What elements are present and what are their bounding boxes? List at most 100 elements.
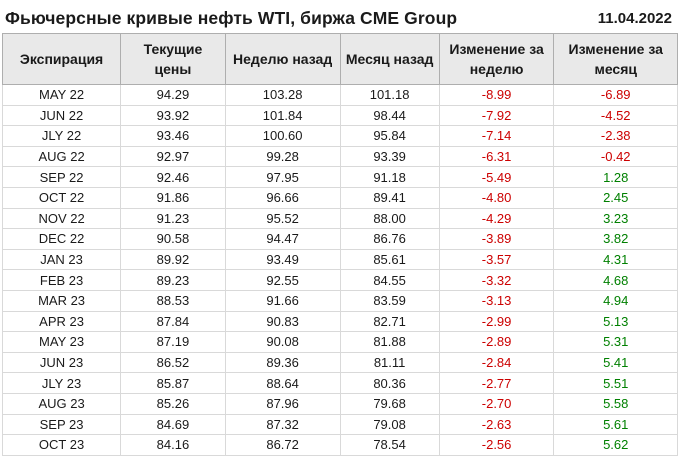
cell-expiration: MAY 23 [1, 331, 122, 353]
cell-current-price: 89.92 [120, 248, 226, 271]
table-row: SEP 22 92.46 97.95 91.18 -5.49 1.28 [1, 166, 678, 188]
column-header-change-month: Изменение за месяц [553, 33, 678, 85]
cell-month-ago: 98.44 [339, 104, 440, 127]
cell-week-ago: 97.95 [224, 166, 341, 188]
table-row: MAR 23 88.53 91.66 83.59 -3.13 4.94 [1, 289, 678, 312]
table-row: APR 23 87.84 90.83 82.71 -2.99 5.13 [1, 310, 678, 333]
cell-change-week: -3.13 [438, 289, 555, 312]
cell-week-ago: 93.49 [224, 248, 341, 271]
cell-week-ago: 91.66 [224, 289, 341, 312]
cell-month-ago: 95.84 [339, 125, 440, 147]
cell-current-price: 87.84 [120, 310, 226, 333]
cell-month-ago: 86.76 [339, 228, 440, 250]
table-body: MAY 22 94.29 103.28 101.18 -8.99 -6.89 JUN 22 9… [1, 84, 678, 456]
cell-current-price: 85.87 [120, 372, 226, 394]
cell-expiration: JLY 23 [1, 372, 122, 394]
cell-week-ago: 103.28 [224, 84, 341, 106]
cell-current-price: 93.46 [120, 125, 226, 147]
table-row: OCT 22 91.86 96.66 89.41 -4.80 2.45 [1, 186, 678, 209]
cell-week-ago: 89.36 [224, 351, 341, 374]
cell-expiration: JUN 23 [1, 351, 122, 374]
cell-month-ago: 85.61 [339, 248, 440, 271]
cell-current-price: 84.69 [120, 413, 226, 436]
cell-change-week: -6.31 [438, 145, 555, 168]
cell-change-week: -4.80 [438, 186, 555, 209]
cell-week-ago: 90.83 [224, 310, 341, 333]
cell-change-month: -2.38 [553, 125, 678, 147]
cell-month-ago: 89.41 [339, 186, 440, 209]
cell-expiration: MAR 23 [1, 289, 122, 312]
cell-current-price: 87.19 [120, 331, 226, 353]
cell-month-ago: 101.18 [339, 84, 440, 106]
cell-change-week: -8.99 [438, 84, 555, 106]
cell-current-price: 85.26 [120, 392, 226, 415]
cell-month-ago: 80.36 [339, 372, 440, 394]
cell-change-month: -0.42 [553, 145, 678, 168]
cell-change-week: -4.29 [438, 207, 555, 230]
table-header: Экспирация Текущие цены Неделю назад Мес… [1, 33, 678, 85]
cell-current-price: 92.46 [120, 166, 226, 188]
cell-change-month: 5.51 [553, 372, 678, 394]
cell-change-month: 5.62 [553, 434, 678, 456]
cell-month-ago: 81.11 [339, 351, 440, 374]
cell-change-week: -3.89 [438, 228, 555, 250]
cell-expiration: OCT 22 [1, 186, 122, 209]
page-title: Фьючерсные кривые нефть WTI, биржа CME G… [5, 8, 458, 28]
cell-change-week: -7.92 [438, 104, 555, 127]
cell-current-price: 91.86 [120, 186, 226, 209]
cell-month-ago: 93.39 [339, 145, 440, 168]
table-row: DEC 22 90.58 94.47 86.76 -3.89 3.82 [1, 228, 678, 250]
table-row: AUG 23 85.26 87.96 79.68 -2.70 5.58 [1, 392, 678, 415]
column-header-change-week: Изменение за неделю [438, 33, 555, 85]
cell-change-week: -2.89 [438, 331, 555, 353]
cell-change-week: -2.77 [438, 372, 555, 394]
cell-expiration: JAN 23 [1, 248, 122, 271]
cell-expiration: SEP 23 [1, 413, 122, 436]
cell-week-ago: 99.28 [224, 145, 341, 168]
cell-week-ago: 94.47 [224, 228, 341, 250]
table-row: JLY 22 93.46 100.60 95.84 -7.14 -2.38 [1, 125, 678, 147]
cell-current-price: 89.23 [120, 269, 226, 291]
cell-expiration: NOV 22 [1, 207, 122, 230]
column-header-week-ago: Неделю назад [224, 33, 341, 85]
cell-current-price: 84.16 [120, 434, 226, 456]
cell-change-month: 4.68 [553, 269, 678, 291]
cell-change-month: 4.31 [553, 248, 678, 271]
table-row: SEP 23 84.69 87.32 79.08 -2.63 5.61 [1, 413, 678, 436]
cell-change-week: -2.56 [438, 434, 555, 456]
cell-week-ago: 90.08 [224, 331, 341, 353]
cell-expiration: MAY 22 [1, 84, 122, 106]
cell-change-month: 4.94 [553, 289, 678, 312]
cell-change-month: 3.82 [553, 228, 678, 250]
cell-month-ago: 88.00 [339, 207, 440, 230]
cell-week-ago: 95.52 [224, 207, 341, 230]
cell-change-month: 5.31 [553, 331, 678, 353]
cell-change-month: 5.58 [553, 392, 678, 415]
cell-current-price: 88.53 [120, 289, 226, 312]
table-row: JAN 23 89.92 93.49 85.61 -3.57 4.31 [1, 248, 678, 271]
column-header-expiration: Экспирация [1, 33, 122, 85]
cell-change-month: 5.41 [553, 351, 678, 374]
cell-expiration: DEC 22 [1, 228, 122, 250]
cell-week-ago: 96.66 [224, 186, 341, 209]
cell-change-month: -6.89 [553, 84, 678, 106]
cell-change-month: 5.13 [553, 310, 678, 333]
cell-expiration: FEB 23 [1, 269, 122, 291]
cell-month-ago: 81.88 [339, 331, 440, 353]
cell-change-week: -7.14 [438, 125, 555, 147]
column-header-month-ago: Месяц назад [339, 33, 440, 85]
cell-change-week: -2.70 [438, 392, 555, 415]
cell-change-week: -2.63 [438, 413, 555, 436]
table-header-row: Экспирация Текущие цены Неделю назад Мес… [1, 33, 678, 85]
table-row: NOV 22 91.23 95.52 88.00 -4.29 3.23 [1, 207, 678, 230]
table-row: JLY 23 85.87 88.64 80.36 -2.77 5.51 [1, 372, 678, 394]
table-row: OCT 23 84.16 86.72 78.54 -2.56 5.62 [1, 434, 678, 456]
cell-change-month: 3.23 [553, 207, 678, 230]
table-row: MAY 23 87.19 90.08 81.88 -2.89 5.31 [1, 331, 678, 353]
cell-change-week: -2.99 [438, 310, 555, 333]
cell-current-price: 93.92 [120, 104, 226, 127]
cell-week-ago: 88.64 [224, 372, 341, 394]
table-row: JUN 22 93.92 101.84 98.44 -7.92 -4.52 [1, 104, 678, 127]
cell-expiration: AUG 22 [1, 145, 122, 168]
